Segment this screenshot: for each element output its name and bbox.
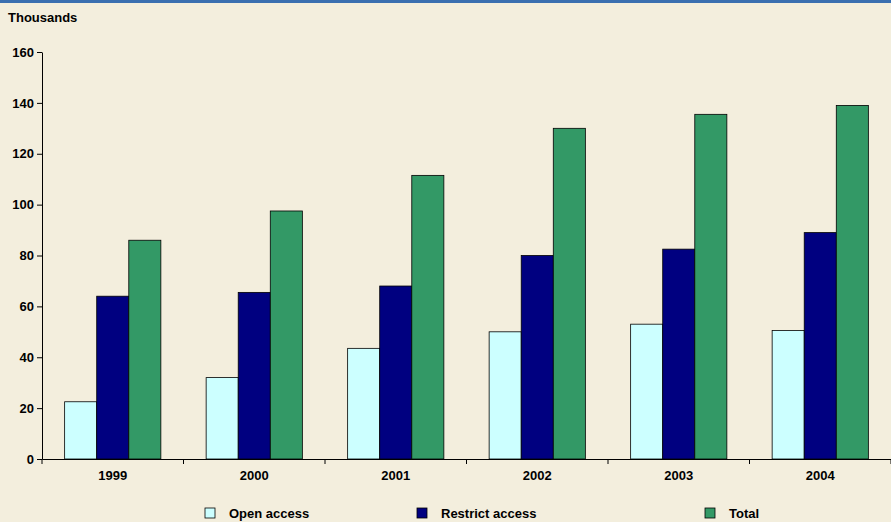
y-tick-label: 140 <box>12 96 34 111</box>
y-tick: 160 <box>12 45 42 60</box>
x-boundaries <box>42 459 891 464</box>
y-tick-label: 40 <box>20 350 34 365</box>
y-tick: 40 <box>20 350 42 365</box>
bar <box>521 256 553 460</box>
legend: Open access Restrict access Total <box>205 506 759 521</box>
bar <box>270 211 302 459</box>
x-boundary-mark <box>42 459 43 464</box>
x-tick-label: 1999 <box>98 468 127 483</box>
y-tick: 80 <box>20 248 42 263</box>
x-tick-label: 2002 <box>523 468 552 483</box>
y-axis-line <box>42 53 43 460</box>
y-tick-mark <box>37 408 42 409</box>
y-tick: 140 <box>12 96 42 111</box>
y-tick-label: 60 <box>20 299 34 314</box>
bar <box>65 402 97 459</box>
y-axis-title: Thousands <box>8 10 77 25</box>
y-tick-label: 0 <box>27 452 34 467</box>
bar <box>97 296 129 459</box>
y-tick-label: 100 <box>12 197 34 212</box>
bar <box>412 175 444 459</box>
bar <box>663 249 695 459</box>
x-tick: 2001 <box>381 459 410 483</box>
series <box>129 105 869 459</box>
legend-label: Open access <box>229 506 309 521</box>
bar <box>489 332 521 459</box>
legend-item: Restrict access <box>417 506 536 521</box>
top-strip <box>0 0 891 3</box>
y-tick: 60 <box>20 299 42 314</box>
x-tick: 1999 <box>98 459 127 483</box>
bar <box>380 286 412 459</box>
y-tick: 20 <box>20 401 42 416</box>
x-tick: 2002 <box>523 459 552 483</box>
x-tick: 2003 <box>664 459 693 483</box>
bar <box>631 324 663 459</box>
legend-item: Open access <box>205 506 309 521</box>
background <box>0 0 891 522</box>
bar <box>348 348 380 459</box>
x-tick-label: 2004 <box>806 468 836 483</box>
legend-swatch <box>205 508 215 518</box>
x-boundary-mark <box>325 459 326 464</box>
y-axis: 0 20 40 60 80 100 120 140 160 <box>12 45 42 467</box>
bar <box>695 114 727 459</box>
chart: 0 20 40 60 80 100 120 140 160 1999 2000 2001 2002 200… <box>0 0 891 522</box>
legend-label: Total <box>729 506 759 521</box>
y-tick-mark <box>37 306 42 307</box>
x-tick: 2000 <box>240 459 269 483</box>
y-tick-mark <box>37 154 42 155</box>
bar <box>206 378 238 459</box>
y-tick-label: 20 <box>20 401 34 416</box>
legend-item: Total <box>705 506 759 521</box>
x-boundary-mark <box>183 459 184 464</box>
y-tick: 120 <box>12 146 42 161</box>
y-tick-mark <box>37 459 42 460</box>
x-boundary-mark <box>608 459 609 464</box>
y-tick-mark <box>37 357 42 358</box>
y-tick: 0 <box>27 452 42 467</box>
y-tick-mark <box>37 205 42 206</box>
bar <box>772 331 804 459</box>
x-boundary-mark <box>466 459 467 464</box>
x-tick-label: 2000 <box>240 468 269 483</box>
y-tick-label: 120 <box>12 146 34 161</box>
y-tick-mark <box>37 52 42 53</box>
y-tick: 100 <box>12 197 42 212</box>
x-boundary-mark <box>749 459 750 464</box>
bar <box>129 240 161 459</box>
y-tick-mark <box>37 103 42 104</box>
legend-swatch <box>705 508 715 518</box>
x-tick: 2004 <box>806 459 836 483</box>
y-tick-mark <box>37 256 42 257</box>
bars <box>65 105 869 459</box>
legend-swatch <box>417 508 427 518</box>
x-tick-label: 2003 <box>664 468 693 483</box>
legend-label: Restrict access <box>441 506 536 521</box>
bar <box>553 128 585 459</box>
bar <box>238 292 270 459</box>
bar <box>804 233 836 459</box>
bar <box>836 105 868 459</box>
y-tick-label: 80 <box>20 248 34 263</box>
x-axis: 1999 2000 2001 2002 2003 2004 <box>42 459 891 483</box>
x-tick-label: 2001 <box>381 468 410 483</box>
y-tick-label: 160 <box>12 45 34 60</box>
